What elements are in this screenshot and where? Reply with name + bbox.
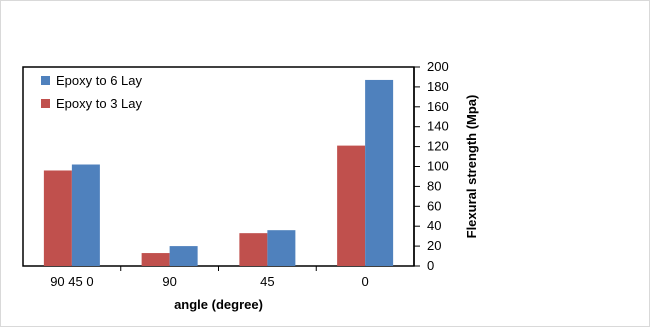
legend-label: Epoxy to 3 Lay xyxy=(56,96,142,111)
bar-epoxy-to-6-lay-1 xyxy=(169,246,198,266)
x-tick-label: 45 xyxy=(260,274,274,289)
x-axis-title: angle (degree) xyxy=(174,297,263,312)
bar-epoxy-to-6-lay-2 xyxy=(267,230,296,266)
bar-epoxy-to-3-lay-2 xyxy=(239,233,268,266)
bar-epoxy-to-3-lay-0 xyxy=(43,170,72,266)
y-tick-label: 80 xyxy=(427,178,441,193)
y-tick-label: 0 xyxy=(427,258,434,273)
x-tick-label: 90 45 0 xyxy=(50,274,93,289)
x-axis: 90 45 0 90 45 0 xyxy=(50,266,369,289)
y-axis: 0 20 40 60 80 100 120 140 160 180 200 xyxy=(413,59,449,273)
legend-swatch xyxy=(41,99,50,108)
bar-epoxy-to-6-lay-0 xyxy=(71,164,100,266)
y-tick-label: 100 xyxy=(427,159,449,174)
y-tick-label: 160 xyxy=(427,99,449,114)
y-tick-label: 180 xyxy=(427,79,449,94)
y-tick-label: 120 xyxy=(427,139,449,154)
legend-swatch xyxy=(41,76,50,85)
y-tick-label: 140 xyxy=(427,119,449,134)
bar-epoxy-to-6-lay-3 xyxy=(365,79,394,266)
x-tick-label: 0 xyxy=(362,274,369,289)
bars-group xyxy=(43,79,394,266)
bar-epoxy-to-3-lay-1 xyxy=(141,253,170,266)
y-tick-label: 20 xyxy=(427,238,441,253)
x-tick-label: 90 xyxy=(162,274,176,289)
y-tick-label: 40 xyxy=(427,218,441,233)
legend: Epoxy to 6 Lay Epoxy to 3 Lay xyxy=(41,73,142,111)
legend-label: Epoxy to 6 Lay xyxy=(56,73,142,88)
y-tick-label: 60 xyxy=(427,198,441,213)
y-axis-title: Flexural strength (Mpa) xyxy=(464,95,479,239)
y-tick-label: 200 xyxy=(427,59,449,74)
bar-epoxy-to-3-lay-3 xyxy=(337,145,366,266)
